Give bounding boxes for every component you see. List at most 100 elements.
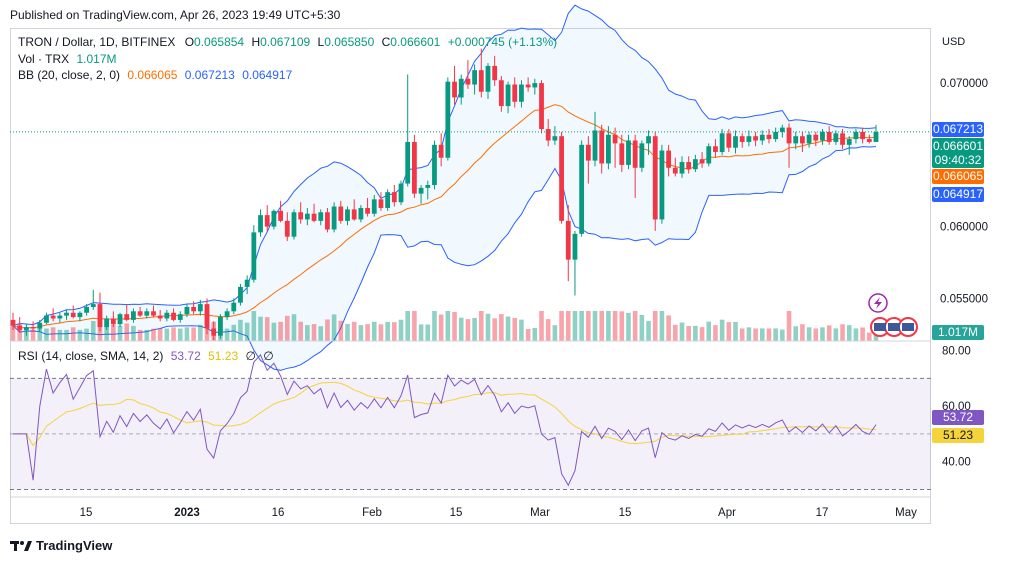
volume-bar	[331, 314, 337, 341]
rsi-extra-value: ∅	[245, 349, 256, 363]
candle-body	[318, 212, 324, 221]
volume-bar	[800, 324, 805, 341]
candle	[405, 74, 411, 187]
candle	[264, 205, 270, 233]
candle	[311, 203, 317, 223]
open-value: 0.065854	[194, 35, 245, 49]
candle	[713, 139, 718, 158]
rsi-label[interactable]: RSI (14, close, SMA, 14, 2)	[18, 349, 164, 363]
candle	[23, 324, 29, 336]
volume-bar	[820, 327, 825, 341]
bb-lower-value: 0.064917	[242, 68, 293, 82]
volume-bar	[392, 322, 397, 341]
candle	[325, 207, 330, 233]
volume-bar	[679, 322, 685, 341]
volume-bar	[244, 322, 250, 341]
last-price-value: 0.066601	[932, 139, 984, 153]
volume-bar	[652, 311, 658, 341]
candle	[258, 209, 263, 237]
volume-bar	[626, 312, 631, 341]
volume-bar	[84, 328, 89, 341]
candle-body	[184, 306, 190, 315]
volume-label[interactable]: Vol · TRX	[18, 51, 70, 66]
candle-body	[806, 134, 812, 144]
candle	[766, 129, 772, 144]
lightning-event-icon[interactable]	[868, 293, 888, 313]
volume-bar	[311, 324, 317, 341]
candle	[64, 309, 69, 320]
candle	[224, 308, 230, 320]
candle-body	[124, 314, 130, 320]
volume-bar	[472, 317, 477, 341]
bb-basis-tag: 0.066065	[932, 169, 984, 184]
candle-body	[612, 134, 618, 144]
candle	[331, 202, 337, 233]
volume-bar	[264, 317, 270, 341]
candle	[57, 312, 63, 323]
volume-bar	[773, 328, 778, 341]
candle-body	[171, 312, 176, 320]
candle	[706, 143, 712, 167]
brand-name: TradingView	[36, 538, 113, 553]
candle-body	[786, 127, 792, 144]
candle-body	[606, 134, 611, 164]
candle-body	[217, 317, 223, 336]
price-tick-label: 0.070000	[940, 78, 988, 90]
candle	[204, 298, 210, 335]
candle-body	[766, 134, 772, 140]
volume-bar	[786, 311, 792, 341]
bar-countdown: 09:40:32	[934, 153, 982, 167]
us-flag-event-icon[interactable]	[870, 317, 918, 337]
candle	[512, 77, 518, 108]
candle-body	[258, 215, 263, 233]
candle-body	[211, 328, 217, 336]
candle	[37, 319, 43, 332]
volume-bar	[238, 319, 243, 341]
candle	[97, 292, 103, 332]
candle-body	[164, 312, 170, 319]
candle-body	[50, 315, 56, 319]
volume-bar	[124, 323, 130, 341]
candle	[519, 80, 524, 108]
time-tick-label: 15	[619, 507, 632, 519]
candle-body	[746, 136, 752, 142]
candle-body	[445, 81, 451, 158]
candle-body	[10, 319, 16, 326]
candle-body	[191, 306, 197, 312]
candle	[458, 74, 464, 105]
candle	[679, 156, 685, 178]
candle	[385, 189, 391, 211]
volume-bar	[833, 328, 839, 341]
low-label: L	[317, 35, 325, 49]
volume-bar	[77, 329, 83, 341]
volume-bar	[840, 324, 845, 341]
change-value: +0.000745 (+1.13%)	[447, 35, 558, 49]
candle-body	[559, 136, 564, 221]
candle-body	[331, 206, 337, 230]
candle	[124, 304, 130, 322]
candle	[291, 209, 297, 240]
volume-bar	[412, 311, 417, 341]
candle	[251, 225, 257, 283]
candle	[492, 55, 498, 86]
candle	[365, 197, 370, 217]
bb-label[interactable]: BB (20, close, 2, 0)	[18, 68, 121, 82]
candle-body	[271, 210, 277, 227]
price-tick-label: 0.055000	[940, 293, 988, 305]
low-value: 0.065850	[324, 35, 375, 49]
candle	[298, 202, 304, 224]
candle-body	[17, 325, 23, 330]
candle-body	[385, 192, 391, 208]
bb-upper-line	[12, 4, 877, 327]
candle	[833, 130, 839, 145]
volume-bar	[224, 328, 230, 341]
tradingview-footer[interactable]: TradingView	[10, 538, 112, 553]
candle-body	[398, 183, 404, 203]
candle	[191, 301, 197, 315]
volume-bar	[632, 311, 638, 341]
candle-body	[338, 206, 344, 221]
volume-bar	[646, 320, 651, 341]
candle-body	[753, 136, 758, 141]
symbol-title[interactable]: TRON / Dollar, 1D, BITFINEX	[18, 35, 176, 49]
